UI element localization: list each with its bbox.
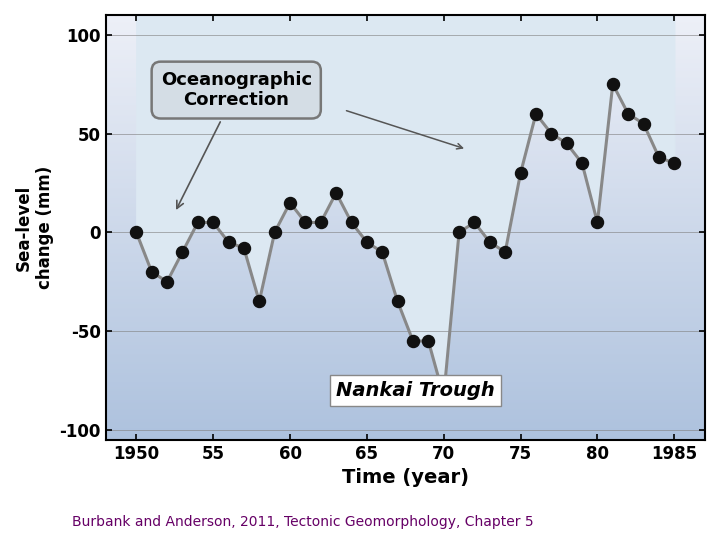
Point xyxy=(454,228,465,237)
Point xyxy=(192,218,204,227)
Point xyxy=(284,198,296,207)
Point xyxy=(330,188,342,197)
Point xyxy=(207,218,219,227)
Point xyxy=(161,278,173,286)
Text: Oceanographic
Correction: Oceanographic Correction xyxy=(161,71,312,208)
Point xyxy=(346,218,357,227)
Point xyxy=(530,110,541,118)
Point xyxy=(638,119,649,128)
Point xyxy=(576,159,588,167)
Text: Burbank and Anderson, 2011, Tectonic Geomorphology, Chapter 5: Burbank and Anderson, 2011, Tectonic Geo… xyxy=(72,515,534,529)
Point xyxy=(546,129,557,138)
Point xyxy=(668,159,680,167)
Point xyxy=(130,228,142,237)
Point xyxy=(238,244,250,253)
Point xyxy=(408,336,419,345)
Point xyxy=(253,297,265,306)
Point xyxy=(176,248,188,256)
Point xyxy=(423,336,434,345)
Point xyxy=(607,80,618,89)
Point xyxy=(653,153,665,161)
Text: Nankai Trough: Nankai Trough xyxy=(336,381,495,400)
Y-axis label: Sea-level
change (mm): Sea-level change (mm) xyxy=(15,166,54,289)
Point xyxy=(438,392,449,401)
Point xyxy=(222,238,234,247)
Point xyxy=(377,248,388,256)
Point xyxy=(146,267,158,276)
Point xyxy=(392,297,403,306)
Point xyxy=(622,110,634,118)
Point xyxy=(500,248,511,256)
Point xyxy=(300,218,311,227)
Point xyxy=(515,168,526,177)
Point xyxy=(361,238,373,247)
Point xyxy=(592,218,603,227)
Point xyxy=(469,218,480,227)
Point xyxy=(269,228,280,237)
Point xyxy=(484,238,495,247)
X-axis label: Time (year): Time (year) xyxy=(342,468,469,487)
Point xyxy=(561,139,572,148)
Point xyxy=(315,218,327,227)
